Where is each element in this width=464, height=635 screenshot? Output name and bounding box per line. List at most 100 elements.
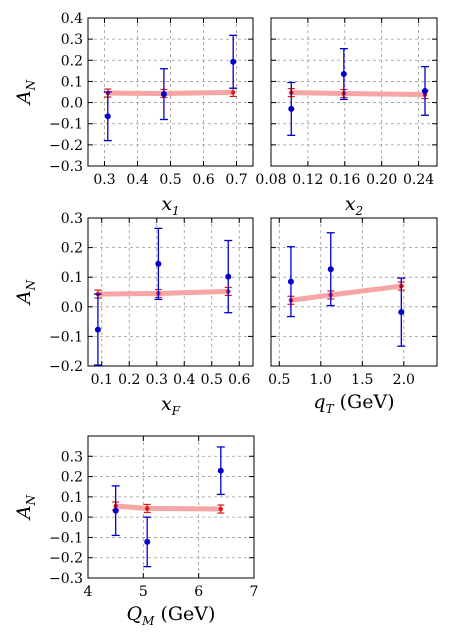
y-axis-label-main: A bbox=[13, 90, 35, 106]
x-axis-label-unit: (GeV) bbox=[334, 391, 395, 413]
y-axis-label-subscript: N bbox=[24, 279, 38, 291]
model-band bbox=[290, 283, 402, 303]
data-point bbox=[155, 260, 162, 267]
axes-frame bbox=[270, 17, 438, 167]
x-axis-label: x1 bbox=[161, 193, 179, 218]
y-tick-label: −0.2 bbox=[49, 359, 83, 375]
x-tick-label: 0.20 bbox=[366, 172, 397, 188]
x-axis-label-main: x bbox=[161, 193, 172, 215]
model-point bbox=[145, 506, 150, 511]
y-tick-label: 0.3 bbox=[61, 32, 83, 48]
x-tick-label: 0.16 bbox=[329, 172, 360, 188]
x-tick-label: 0.5 bbox=[268, 372, 290, 388]
model-band bbox=[115, 503, 221, 512]
model-band bbox=[291, 90, 426, 98]
data-point bbox=[160, 91, 167, 98]
x-axis-label-main: x bbox=[345, 193, 356, 215]
y-axis-label-main: A bbox=[13, 505, 35, 521]
data-point bbox=[225, 273, 232, 280]
x-axis-label-subscript: 1 bbox=[172, 204, 180, 218]
y-axis-label-main: A bbox=[13, 290, 35, 306]
data-point bbox=[104, 113, 111, 120]
x-tick-label: 0.24 bbox=[403, 172, 434, 188]
panel-QM: 4 5 6 7 −0.3 −0.2 −0.1 0.0 0.1 0.2 0.3 QM (GeV) AN bbox=[13, 435, 259, 628]
x-tick-label: 0.4 bbox=[126, 172, 148, 188]
y-tick-label: −0.1 bbox=[49, 117, 83, 133]
y-tick-label: 0.3 bbox=[61, 449, 83, 465]
data-point bbox=[422, 87, 429, 94]
x-axis-label-unit: (GeV) bbox=[154, 603, 215, 625]
panel-xF: 0.1 0.2 0.3 0.4 0.5 0.6 −0.2 −0.1 0.0 0.1 0.2 0.3 xF… bbox=[13, 211, 254, 418]
y-tick-label: 0.1 bbox=[61, 490, 83, 506]
x-tick-label: 0.1 bbox=[91, 372, 113, 388]
axes-frame bbox=[270, 217, 438, 367]
x-tick-label: 2.0 bbox=[393, 372, 415, 388]
model-band bbox=[107, 89, 234, 96]
panel-qT: 0.5 1.0 1.5 2.0 qT (GeV) bbox=[268, 217, 438, 416]
data-point bbox=[112, 507, 119, 514]
data-point bbox=[327, 266, 334, 273]
x-tick-label: 0.08 bbox=[255, 172, 286, 188]
x-axis-label-subscript: M bbox=[141, 614, 155, 628]
y-tick-label: −0.1 bbox=[49, 329, 83, 345]
x-tick-label: 4 bbox=[84, 584, 93, 600]
x-axis-label: qT (GeV) bbox=[313, 391, 394, 416]
x-axis-label-main: q bbox=[313, 391, 325, 413]
x-tick-label: 0.6 bbox=[228, 372, 250, 388]
axes-frame bbox=[87, 435, 255, 579]
data-point bbox=[230, 58, 237, 65]
y-tick-label: 0.4 bbox=[61, 11, 83, 27]
data-point bbox=[94, 326, 101, 333]
y-tick-label: 0.1 bbox=[61, 74, 83, 90]
data-point bbox=[340, 71, 347, 78]
x-tick-label: 0.3 bbox=[93, 172, 115, 188]
x-tick-label: 1.0 bbox=[310, 372, 332, 388]
panel-x1: 0.3 0.4 0.5 0.6 0.7 −0.3 −0.2 −0.1 0.0 0.1 0.2 0.3 0… bbox=[13, 11, 254, 218]
y-tick-label: 0.1 bbox=[61, 270, 83, 286]
y-axis-label: AN bbox=[13, 79, 38, 106]
model-band bbox=[97, 288, 229, 297]
y-axis-label-subscript: N bbox=[24, 79, 38, 91]
x-tick-label: 0.7 bbox=[225, 172, 247, 188]
x-tick-label: 5 bbox=[139, 584, 148, 600]
x-axis-label: xF bbox=[161, 393, 181, 418]
x-axis-label-subscript: 2 bbox=[355, 204, 364, 218]
model-point bbox=[231, 90, 236, 95]
x-axis-label-subscript: F bbox=[171, 404, 181, 418]
y-tick-label: −0.2 bbox=[49, 551, 83, 567]
x-axis-label-subscript: T bbox=[326, 402, 335, 416]
y-axis-label-subscript: N bbox=[24, 494, 38, 506]
data-point bbox=[217, 467, 224, 474]
data-point bbox=[144, 538, 151, 545]
y-tick-label: 0.3 bbox=[61, 211, 83, 227]
y-tick-label: −0.3 bbox=[49, 571, 83, 587]
x-tick-label: 0.3 bbox=[146, 372, 168, 388]
x-axis-label-main: x bbox=[161, 393, 172, 415]
y-tick-label: 0.2 bbox=[61, 53, 83, 69]
y-axis-label: AN bbox=[13, 494, 38, 521]
y-tick-label: 0.2 bbox=[61, 241, 83, 257]
x-tick-label: 0.6 bbox=[192, 172, 214, 188]
y-tick-label: 0.0 bbox=[61, 96, 83, 112]
y-tick-label: 0.0 bbox=[61, 300, 83, 316]
x-axis-label-main: Q bbox=[127, 603, 143, 625]
data-point bbox=[398, 309, 405, 316]
y-tick-label: −0.1 bbox=[49, 530, 83, 546]
data-point bbox=[287, 278, 294, 285]
y-tick-label: −0.2 bbox=[49, 138, 83, 154]
x-tick-label: 6 bbox=[194, 584, 203, 600]
x-tick-label: 1.5 bbox=[351, 372, 373, 388]
x-tick-label: 7 bbox=[250, 584, 259, 600]
x-tick-label: 0.5 bbox=[201, 372, 223, 388]
x-tick-label: 0.5 bbox=[159, 172, 181, 188]
axes-frame bbox=[87, 217, 254, 367]
panel-x2: 0.08 0.12 0.16 0.20 0.24 x2 bbox=[255, 17, 438, 218]
y-tick-label: 0.2 bbox=[61, 470, 83, 486]
model-point bbox=[218, 506, 223, 512]
y-tick-label: 0.0 bbox=[61, 510, 83, 526]
data-point bbox=[288, 105, 295, 112]
x-axis-label: x2 bbox=[345, 193, 363, 218]
x-tick-label: 0.2 bbox=[118, 372, 140, 388]
x-tick-label: 0.12 bbox=[292, 172, 323, 188]
